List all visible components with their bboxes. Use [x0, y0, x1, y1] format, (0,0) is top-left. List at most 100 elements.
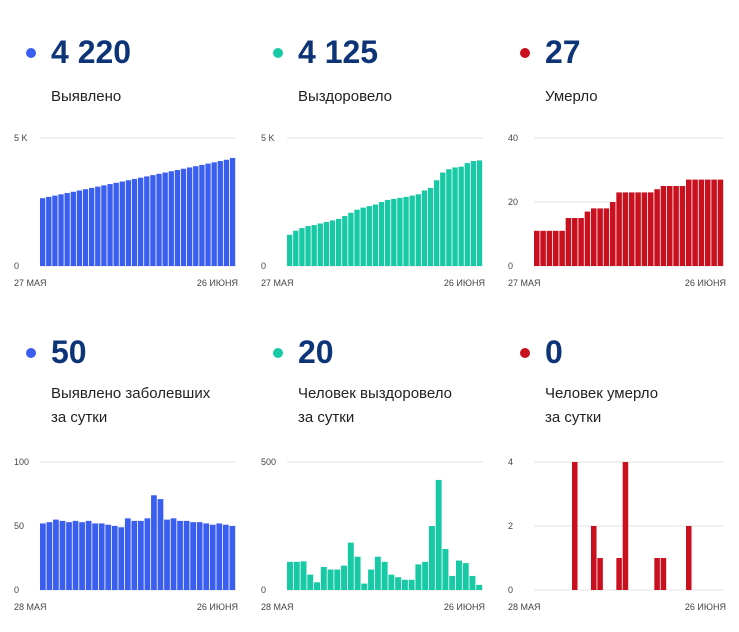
bar [196, 522, 203, 590]
bar [180, 168, 187, 266]
bar [629, 192, 635, 266]
bar [584, 211, 591, 266]
x-tick-label: 27 МАЯ [508, 278, 541, 288]
y-tick-label: 0 [261, 261, 266, 271]
bar [317, 223, 323, 266]
bar [98, 523, 105, 590]
bar [168, 171, 174, 266]
bar [446, 169, 452, 266]
bar [307, 574, 314, 590]
series-dot-icon [520, 348, 530, 358]
series-dot-icon [26, 348, 36, 358]
bar [46, 196, 52, 266]
bar [53, 519, 59, 590]
y-tick-label: 100 [14, 457, 29, 467]
bar [381, 561, 388, 590]
bar [89, 187, 95, 266]
chart: 0 2 4 28 МАЯ 26 ИЮНЯ [508, 457, 726, 612]
bar [616, 558, 622, 590]
bar [157, 499, 164, 590]
bar [144, 176, 150, 266]
chart: 0 500 28 МАЯ 26 ИЮНЯ [261, 457, 485, 612]
bar [403, 196, 409, 266]
bar [131, 178, 138, 266]
bar [572, 462, 578, 590]
bar [223, 159, 230, 266]
y-tick-label: 500 [261, 457, 276, 467]
y-tick-label: 0 [14, 585, 19, 595]
bar [144, 518, 151, 590]
bar [421, 190, 428, 266]
bar [616, 192, 622, 266]
bar [211, 162, 217, 266]
bar [565, 218, 572, 266]
big-number: 50 [51, 334, 87, 370]
bar [216, 523, 223, 590]
big-number: 4 220 [51, 34, 132, 70]
x-tick-label: 26 ИЮНЯ [197, 278, 238, 288]
y-tick-label: 2 [508, 521, 513, 531]
bar [293, 561, 300, 590]
bar [679, 186, 686, 266]
bar [368, 569, 375, 590]
x-tick-label: 26 ИЮНЯ [197, 602, 238, 612]
bar [553, 230, 559, 266]
panel-died-total: 27 Умерло 0 20 40 27 МАЯ 26 ИЮНЯ [508, 32, 739, 332]
panel-label: Умерло [545, 85, 598, 109]
y-tick-label: 5 K [14, 133, 28, 143]
panel-label-line: за сутки [545, 409, 602, 426]
panel-recovered-daily: 20 Человек выздоровело за сутки 0 500 28 М… [261, 332, 501, 632]
x-tick-label: 28 МАЯ [508, 602, 541, 612]
bar [354, 556, 361, 590]
bar [205, 163, 211, 266]
panel-label-line: Человек выздоровело [298, 385, 452, 402]
bar [476, 584, 483, 590]
bar [660, 558, 667, 590]
panel-label: Выявлено [51, 85, 121, 109]
panel-label-line: Выявлено заболевших [51, 385, 211, 402]
panel-detected-daily: 50 Выявлено заболевших за сутки 0 50 100 28… [14, 332, 254, 632]
x-tick-label: 28 МАЯ [14, 602, 47, 612]
bar [534, 230, 540, 266]
bar [428, 526, 435, 590]
bar [311, 225, 317, 266]
bar [415, 194, 421, 266]
bar [427, 187, 434, 266]
bar [442, 549, 449, 590]
bar [395, 577, 402, 590]
bar [138, 520, 144, 590]
bar [299, 228, 305, 266]
bar [52, 195, 58, 266]
bar [361, 583, 368, 590]
bar [546, 230, 553, 266]
y-tick-label: 40 [508, 133, 518, 143]
bar [378, 202, 385, 266]
x-tick-label: 26 ИЮНЯ [685, 602, 726, 612]
bar [101, 185, 107, 266]
bar [164, 519, 170, 590]
bar [119, 181, 125, 266]
bar [603, 208, 610, 266]
bar [342, 216, 348, 266]
bar [455, 560, 462, 590]
bar [476, 160, 483, 266]
bar [408, 579, 415, 590]
bar [193, 166, 199, 266]
bar [660, 186, 667, 266]
bar [578, 218, 584, 266]
bar [686, 526, 692, 590]
bar [635, 192, 641, 266]
bar [391, 198, 397, 266]
bar [293, 230, 299, 266]
bar [648, 192, 654, 266]
bar [40, 523, 46, 590]
bar [452, 167, 458, 266]
bar [434, 180, 440, 266]
bar [686, 179, 692, 266]
big-number: 0 [545, 334, 563, 370]
panel-label: Человек умерло за сутки [545, 382, 658, 430]
bar [698, 179, 705, 266]
bar [162, 172, 168, 266]
bar [329, 220, 336, 266]
bar [79, 522, 85, 590]
